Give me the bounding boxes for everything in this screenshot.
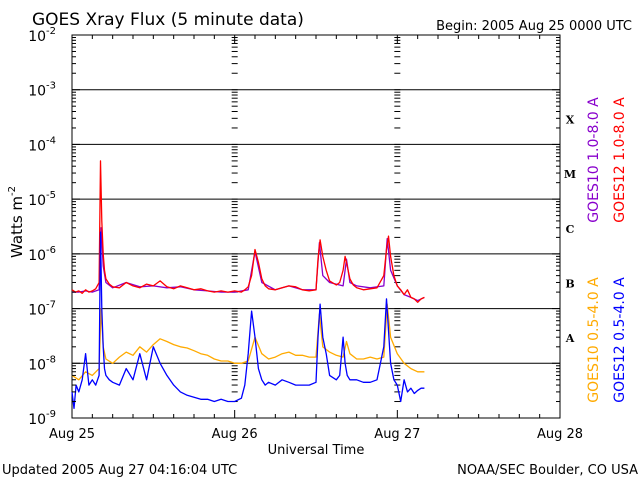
- y-tick-label: 10-7: [28, 300, 56, 319]
- y-axis: 10-210-310-410-510-610-710-810-9: [28, 26, 560, 428]
- y-tick-exponent: -2: [46, 26, 56, 37]
- y-tick-label: 10-2: [28, 26, 56, 45]
- legend-label: GOES10 0.5-4.0 A: [586, 277, 602, 403]
- y-axis-label: Watts m-2: [7, 186, 26, 258]
- y-tick-exponent: -8: [46, 354, 56, 365]
- y-tick-exponent: -9: [46, 409, 56, 420]
- flare-class-labels: X M C B A: [564, 113, 576, 345]
- credit-label: NOAA/SEC Boulder, CO USA: [457, 463, 638, 478]
- flare-class-b: B: [565, 277, 574, 290]
- legend-entry: GOES10 1.0-8.0 A: [586, 97, 602, 223]
- y-tick-mantissa: 10: [28, 29, 46, 45]
- plot-area: [71, 34, 561, 419]
- plot-border: [71, 34, 561, 419]
- series-line-3: [71, 303, 425, 381]
- y-tick-mantissa: 10: [28, 193, 46, 209]
- flare-class-c: C: [566, 223, 575, 236]
- y-tick-label: 10-3: [28, 81, 56, 100]
- x-tick-label: Aug 25: [49, 427, 95, 442]
- legend-label: GOES12 1.0-8.0 A: [612, 97, 628, 223]
- legend-label: GOES12 0.5-4.0 A: [612, 277, 628, 403]
- y-tick-exponent: -7: [46, 300, 56, 311]
- legend-entry: GOES10 0.5-4.0 A: [586, 277, 602, 403]
- x-tick-label: Aug 26: [212, 427, 258, 442]
- y-axis-label-main: Watts m: [8, 196, 26, 258]
- y-tick-label: 10-6: [28, 245, 56, 264]
- y-tick-label: 10-8: [28, 354, 56, 373]
- flare-class-a: A: [565, 332, 575, 345]
- chart-title: GOES Xray Flux (5 minute data): [32, 10, 304, 30]
- y-tick-exponent: -4: [46, 135, 56, 146]
- y-tick-mantissa: 10: [28, 357, 46, 373]
- x-axis: Aug 25 Aug 26 Aug 27 Aug 28: [49, 35, 583, 442]
- y-tick-label: 10-5: [28, 190, 56, 209]
- legend-entry: GOES12 1.0-8.0 A: [612, 97, 628, 223]
- y-tick-mantissa: 10: [28, 84, 46, 100]
- legend-label: GOES10 1.0-8.0 A: [586, 97, 602, 223]
- y-tick-exponent: -5: [46, 190, 56, 201]
- x-tick-label: Aug 28: [537, 427, 583, 442]
- legend: GOES10 1.0-8.0 A GOES12 1.0-8.0 A GOES10 0…: [586, 97, 628, 403]
- x-tick-label: Aug 27: [374, 427, 420, 442]
- y-tick-mantissa: 10: [28, 303, 46, 319]
- y-tick-mantissa: 10: [28, 248, 46, 264]
- flare-class-m: M: [564, 168, 576, 181]
- grid-lines: [72, 37, 560, 419]
- y-axis-label-exp: -2: [7, 186, 18, 196]
- y-tick-exponent: -6: [46, 245, 56, 256]
- y-tick-mantissa: 10: [28, 138, 46, 154]
- updated-timestamp: Updated 2005 Aug 27 04:16:04 UTC: [2, 463, 237, 478]
- x-axis-label: Universal Time: [268, 443, 365, 458]
- y-tick-label: 10-4: [28, 135, 56, 154]
- series-lines: [71, 160, 425, 410]
- y-tick-mantissa: 10: [28, 412, 46, 428]
- y-tick-label: 10-9: [28, 409, 56, 428]
- series-line-4: [71, 231, 425, 410]
- svg-text:Watts m-2: Watts m-2: [7, 186, 26, 258]
- flare-class-x: X: [566, 113, 575, 126]
- y-tick-exponent: -3: [46, 81, 56, 92]
- series-line-1: [72, 227, 425, 302]
- begin-label: Begin: 2005 Aug 25 0000 UTC: [436, 19, 632, 34]
- legend-entry: GOES12 0.5-4.0 A: [612, 277, 628, 403]
- series-line-2: [71, 160, 425, 303]
